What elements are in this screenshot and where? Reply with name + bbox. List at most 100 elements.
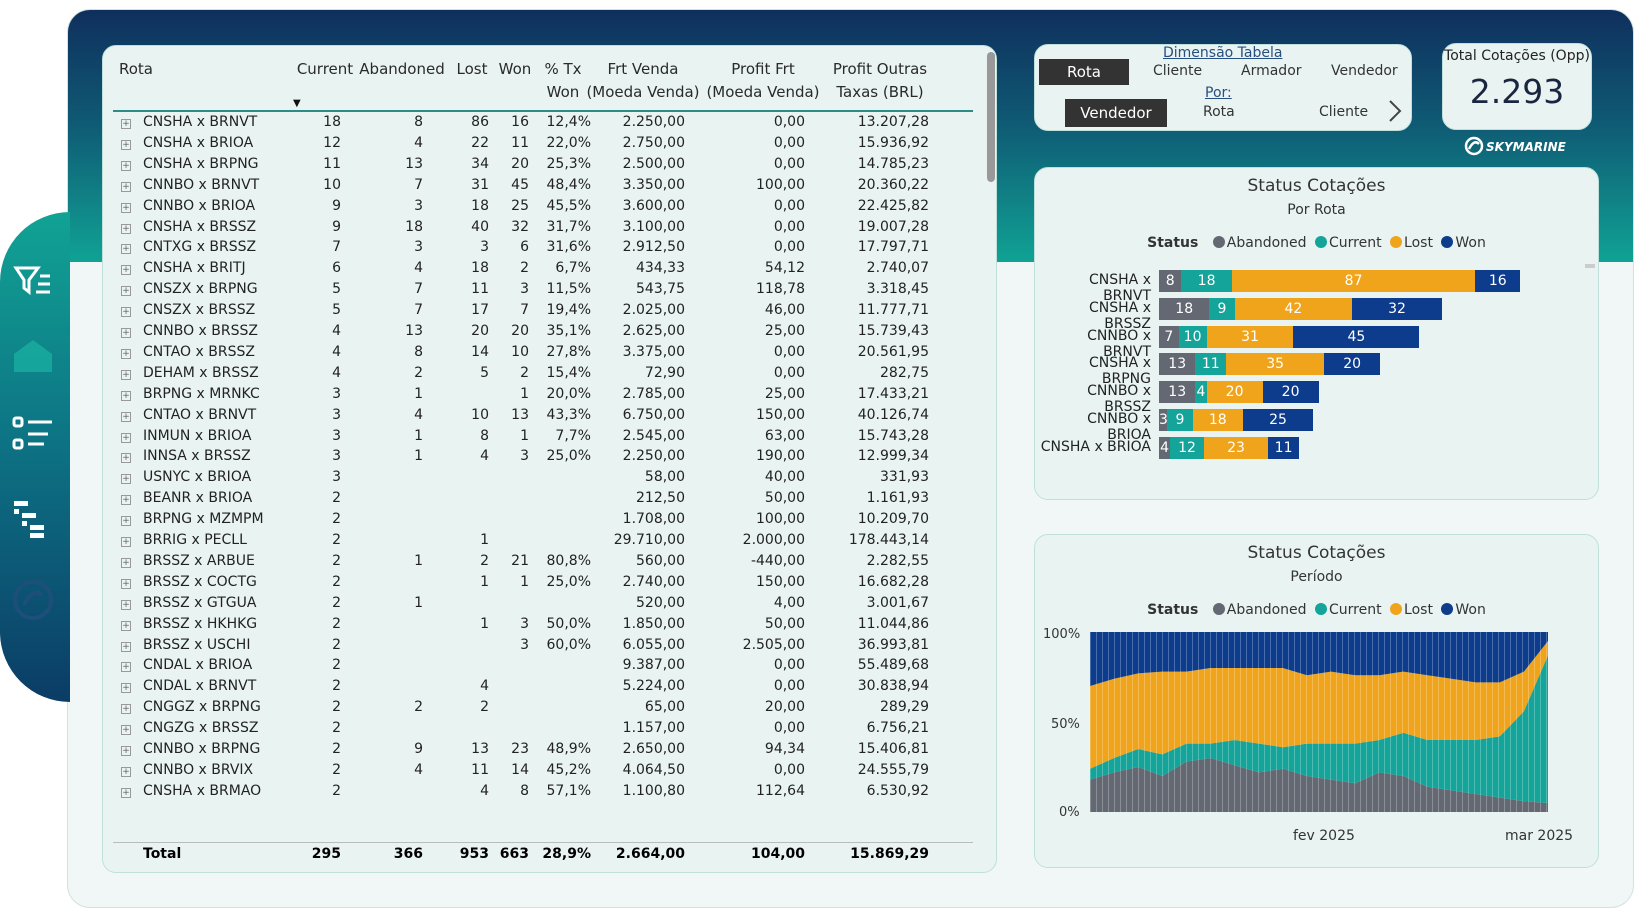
table-row[interactable]: + CNSHA x BRMAO 2 4 8 57,1% 1.100,80 112,64 6.53… <box>113 781 973 803</box>
table-row[interactable]: + CNSZX x BRPNG 5 7 11 3 11,5% 543,75 118,78 3.31… <box>113 279 973 301</box>
bar-segment-lost[interactable]: 31 <box>1206 325 1294 348</box>
expand-plus-icon[interactable]: + <box>121 223 131 234</box>
area-series-current[interactable] <box>1090 655 1548 803</box>
slicer-dim-cliente[interactable]: Cliente <box>1153 63 1203 79</box>
expand-plus-icon[interactable]: + <box>121 557 131 568</box>
expand-plus-icon[interactable]: + <box>121 286 131 297</box>
table-row[interactable]: + DEHAM x BRSSZ 4 2 5 2 15,4% 72,90 0,00 282,75 <box>113 363 973 385</box>
hierarchy-icon[interactable] <box>10 497 56 543</box>
table-row[interactable]: + CNTAO x BRSSZ 4 8 14 10 27,8% 3.375,00 0,00 20.… <box>113 342 973 364</box>
chart2-area-plot[interactable] <box>1090 632 1558 822</box>
table-row[interactable]: + CNSZX x BRSSZ 5 7 17 7 19,4% 2.025,00 46,00 11.… <box>113 300 973 322</box>
expand-plus-icon[interactable]: + <box>121 432 131 443</box>
table-row[interactable]: + BEANR x BRIOA 2 212,50 50,00 1.161,93 <box>113 488 973 510</box>
expand-plus-icon[interactable]: + <box>121 348 131 359</box>
chevron-right-icon[interactable] <box>1387 97 1403 129</box>
slicer-dim-armador[interactable]: Armador <box>1241 63 1302 79</box>
header-rota[interactable]: Rota <box>119 60 153 78</box>
table-row[interactable]: + CNTAO x BRNVT 3 4 10 13 43,3% 6.750,00 150,00 4… <box>113 405 973 427</box>
expand-plus-icon[interactable]: + <box>121 474 131 485</box>
chart2-legend-lost[interactable]: Lost <box>1404 602 1433 618</box>
table-row[interactable]: + CNGGZ x BRPNG 2 2 2 65,00 20,00 289,29 <box>113 697 973 719</box>
expand-plus-icon[interactable]: + <box>121 537 131 547</box>
bar-segment-lost[interactable]: 35 <box>1226 353 1325 376</box>
bar-segment-abandoned[interactable]: 13 <box>1159 353 1196 376</box>
expand-plus-icon[interactable]: + <box>121 766 131 777</box>
expand-plus-icon[interactable]: + <box>121 265 131 276</box>
expand-plus-icon[interactable]: + <box>121 704 131 715</box>
expand-plus-icon[interactable]: + <box>121 307 131 318</box>
bar-segment-abandoned[interactable]: 4 <box>1159 436 1171 459</box>
bar-segment-won[interactable]: 25 <box>1243 409 1313 431</box>
bar-segment-won[interactable]: 20 <box>1324 353 1381 376</box>
bar-segment-abandoned[interactable]: 18 <box>1159 297 1210 320</box>
table-row[interactable]: + BRPNG x MZMPM 2 1.708,00 100,00 10.209,70 <box>113 509 973 531</box>
expand-plus-icon[interactable]: + <box>121 244 131 255</box>
bar-segment-won[interactable]: 11 <box>1268 436 1299 459</box>
table-row[interactable]: + BRSSZ x COCTG 2 1 1 25,0% 2.740,00 150,00 16.6… <box>113 572 973 594</box>
table-row[interactable]: + CNTXG x BRSSZ 7 3 3 6 31,6% 2.912,50 0,00 17.79… <box>113 237 973 259</box>
expand-plus-icon[interactable]: + <box>121 139 131 150</box>
bar-segment-current[interactable]: 12 <box>1170 436 1204 459</box>
bar-segment-lost[interactable]: 18 <box>1192 409 1243 431</box>
table-row[interactable]: + CNSHA x BRITJ 6 4 18 2 6,7% 434,33 54,12 2.740,… <box>113 258 973 280</box>
expand-plus-icon[interactable]: + <box>121 119 131 129</box>
header-current[interactable]: Current <box>296 60 354 78</box>
table-row[interactable]: + CNDAL x BRIOA 2 9.387,00 0,00 55.489,68 <box>113 655 973 677</box>
chart1-legend-won[interactable]: Won <box>1455 235 1486 251</box>
slicer-por-rota[interactable]: Rota <box>1203 104 1235 120</box>
bar-segment-lost[interactable]: 42 <box>1234 297 1353 320</box>
slicer-por-cliente[interactable]: Cliente <box>1319 104 1369 120</box>
chart1-legend-lost[interactable]: Lost <box>1404 235 1433 251</box>
table-row[interactable]: + BRSSZ x HKHKG 2 1 3 50,0% 1.850,00 50,00 11.04… <box>113 614 973 636</box>
chart2-legend-current[interactable]: Current <box>1329 602 1382 618</box>
expand-plus-icon[interactable]: + <box>121 181 131 192</box>
header-profit-outras[interactable]: Profit Outras Taxas (BRL) <box>825 58 935 104</box>
expand-plus-icon[interactable]: + <box>121 516 131 527</box>
table-row[interactable]: + CNNBO x BRNVT 10 7 31 45 48,4% 3.350,00 100,00… <box>113 175 973 197</box>
expand-plus-icon[interactable]: + <box>121 202 131 213</box>
table-row[interactable]: + BRPNG x MRNKC 3 1 1 20,0% 2.785,00 25,00 17.43… <box>113 384 973 406</box>
expand-plus-icon[interactable]: + <box>121 328 131 338</box>
chart1-legend-abandoned[interactable]: Abandoned <box>1226 235 1307 251</box>
table-row[interactable]: + CNNBO x BRPNG 2 9 13 23 48,9% 2.650,00 94,34 15… <box>113 739 973 761</box>
expand-plus-icon[interactable]: + <box>121 599 131 610</box>
expand-plus-icon[interactable]: + <box>121 495 131 506</box>
expand-plus-icon[interactable]: + <box>121 620 131 631</box>
table-row[interactable]: + CNNBO x BRSSZ 4 13 20 20 35,1% 2.625,00 25,00 1… <box>113 321 973 343</box>
bar-segment-abandoned[interactable]: 8 <box>1159 270 1182 292</box>
table-row[interactable]: + CNSHA x BRIOA 12 4 22 11 22,0% 2.750,00 0,00 15… <box>113 133 973 155</box>
bar-segment-current[interactable]: 10 <box>1178 325 1207 348</box>
list-icon[interactable] <box>10 412 56 458</box>
expand-plus-icon[interactable]: + <box>121 453 131 464</box>
table-row[interactable]: + USNYC x BRIOA 3 58,00 40,00 331,93 <box>113 467 973 489</box>
bar-segment-current[interactable]: 9 <box>1167 409 1193 431</box>
bar-segment-lost[interactable]: 87 <box>1231 270 1476 292</box>
filter-icon[interactable] <box>10 260 56 306</box>
header-lost[interactable]: Lost <box>456 60 488 78</box>
bar-segment-abandoned[interactable]: 13 <box>1159 381 1196 404</box>
bar-segment-won[interactable]: 16 <box>1475 270 1521 292</box>
header-profit-frt[interactable]: Profit Frt (Moeda Venda) <box>705 58 821 104</box>
expand-plus-icon[interactable]: + <box>121 641 131 652</box>
header-abandoned[interactable]: Abandoned <box>359 60 445 78</box>
sort-down-icon[interactable]: ▼ <box>293 98 301 109</box>
bar-segment-abandoned[interactable]: 3 <box>1159 409 1168 431</box>
header-frt-venda[interactable]: Frt Venda (Moeda Venda) <box>585 58 701 104</box>
table-row[interactable]: + BRSSZ x ARBUE 2 1 2 21 80,8% 560,00 -440,00 2.2… <box>113 551 973 573</box>
bar-segment-current[interactable]: 9 <box>1209 297 1235 320</box>
bar-segment-current[interactable]: 11 <box>1195 353 1227 376</box>
home-icon[interactable] <box>10 332 56 378</box>
table-row[interactable]: + CNSHA x BRSSZ 9 18 40 32 31,7% 3.100,00 0,00 19… <box>113 217 973 239</box>
table-row[interactable]: + BRRIG x PECLL 2 1 29.710,00 2.000,00 178.443… <box>113 530 973 552</box>
expand-plus-icon[interactable]: + <box>121 662 131 673</box>
table-row[interactable]: + CNGZG x BRSSZ 2 1.157,00 0,00 6.756,21 <box>113 718 973 740</box>
bar-segment-current[interactable]: 4 <box>1195 381 1207 404</box>
expand-plus-icon[interactable]: + <box>121 787 131 798</box>
chart2-legend-won[interactable]: Won <box>1455 602 1486 618</box>
expand-plus-icon[interactable]: + <box>121 683 131 694</box>
table-row[interactable]: + BRSSZ x USCHI 2 3 60,0% 6.055,00 2.505,00 36.… <box>113 635 973 657</box>
area-series-abandoned[interactable] <box>1090 758 1548 812</box>
expand-plus-icon[interactable]: + <box>121 390 131 401</box>
chart1-legend-current[interactable]: Current <box>1329 235 1382 251</box>
